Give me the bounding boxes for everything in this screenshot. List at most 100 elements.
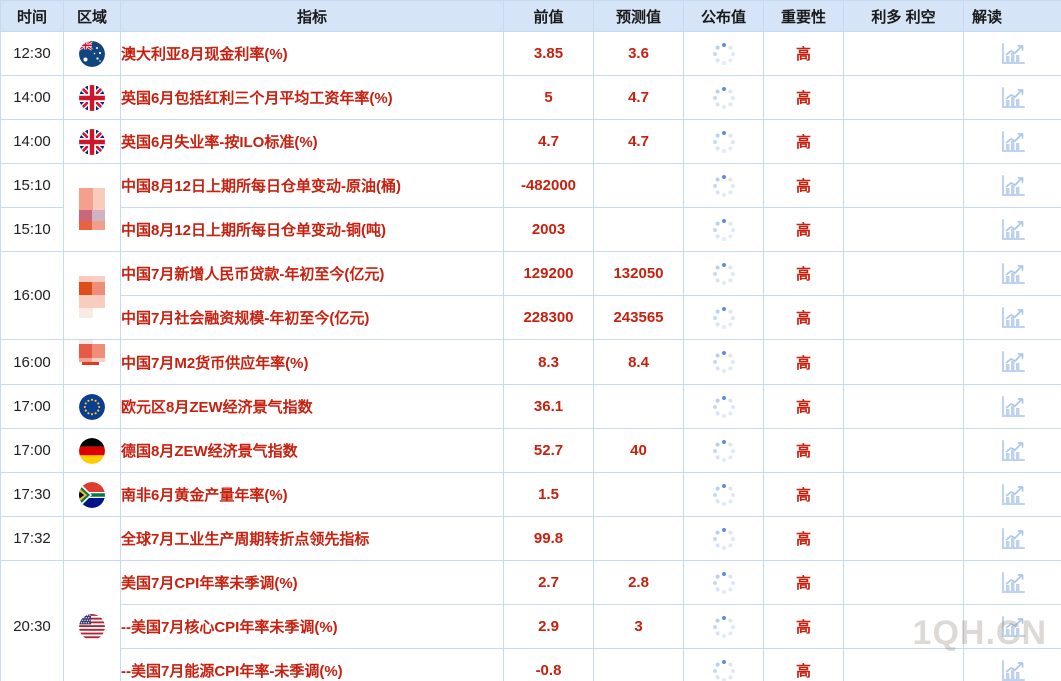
column-header-region[interactable]: 区域 xyxy=(63,0,121,32)
table-row[interactable]: 14:00 英国6月包括红利三个月平均工资年率(%) 5 4.7 高 xyxy=(0,75,1061,120)
cell-previous-value: 3.85 xyxy=(503,31,594,76)
cell-interpretation[interactable] xyxy=(963,472,1061,517)
table-row[interactable]: 17:30 南非6月黄金产量年率(%) 1.5 高 xyxy=(0,472,1061,517)
chart-interpretation-icon[interactable] xyxy=(1000,571,1026,595)
flag-uk-icon xyxy=(79,84,105,111)
column-header-forecast[interactable]: 预测值 xyxy=(593,0,684,32)
column-header-time[interactable]: 时间 xyxy=(0,0,64,32)
cell-interpretation[interactable] xyxy=(963,295,1061,340)
cell-indicator[interactable]: --美国7月能源CPI年率-未季调(%) xyxy=(120,648,504,681)
cell-forecast-value xyxy=(593,648,684,681)
chart-interpretation-icon[interactable] xyxy=(1000,483,1026,507)
cell-indicator[interactable]: 英国6月失业率-按ILO标准(%) xyxy=(120,119,504,164)
cell-region xyxy=(63,560,121,681)
column-header-interpretation[interactable]: 解读 xyxy=(963,0,1061,32)
table-row[interactable]: 17:00 德国8月ZEW经济景气指数 52.7 40 高 xyxy=(0,428,1061,473)
column-header-bull-bear[interactable]: 利多 利空 xyxy=(843,0,964,32)
cell-indicator[interactable]: 英国6月包括红利三个月平均工资年率(%) xyxy=(120,75,504,120)
cell-region xyxy=(63,384,121,429)
cell-bull-bear xyxy=(843,295,964,340)
table-row[interactable]: 14:00 英国6月失业率-按ILO标准(%) 4.7 4.7 高 xyxy=(0,119,1061,164)
chart-interpretation-icon[interactable] xyxy=(1000,86,1026,110)
cell-forecast-value xyxy=(593,207,684,252)
chart-interpretation-icon[interactable] xyxy=(1000,130,1026,154)
header-row: 时间 区域 指标 前值 预测值 公布值 重要性 利多 利空 解读 xyxy=(0,0,1061,32)
chart-interpretation-icon[interactable] xyxy=(1000,306,1026,330)
cell-interpretation[interactable] xyxy=(963,207,1061,252)
cell-interpretation[interactable] xyxy=(963,31,1061,76)
table-row[interactable]: 12:30 澳大利亚8月现金利率(%) 3.85 3.6 高 xyxy=(0,31,1061,76)
cell-forecast-value: 4.7 xyxy=(593,119,684,164)
chart-interpretation-icon[interactable] xyxy=(1000,659,1026,681)
cell-indicator[interactable]: 欧元区8月ZEW经济景气指数 xyxy=(120,384,504,429)
table-row[interactable]: --美国7月能源CPI年率-未季调(%) -0.8 高 xyxy=(1,648,1061,681)
column-header-previous[interactable]: 前值 xyxy=(503,0,594,32)
cell-indicator[interactable]: 澳大利亚8月现金利率(%) xyxy=(120,31,504,76)
table-row[interactable]: 16:00 中国7月新增人民币贷款-年初至今(亿元) 129200 132050 高 xyxy=(0,251,1061,340)
cell-region xyxy=(63,31,121,76)
cell-actual-value xyxy=(683,516,764,561)
cell-importance: 高 xyxy=(763,384,844,429)
cell-region xyxy=(63,75,121,120)
column-header-importance[interactable]: 重要性 xyxy=(763,0,844,32)
cell-interpretation[interactable] xyxy=(963,339,1061,385)
chart-interpretation-icon[interactable] xyxy=(1000,439,1026,463)
table-row[interactable]: 15:10 中国8月12日上期所每日仓单变动-原油(桶) -482000 高 xyxy=(0,163,1061,252)
cell-interpretation[interactable] xyxy=(963,119,1061,164)
cell-forecast-value: 40 xyxy=(593,428,684,473)
table-row[interactable]: 17:32 全球7月工业生产周期转折点领先指标 99.8 高 xyxy=(0,516,1061,561)
chart-interpretation-icon[interactable] xyxy=(1000,174,1026,198)
chart-interpretation-icon[interactable] xyxy=(1000,262,1026,286)
cell-indicator[interactable]: 德国8月ZEW经济景气指数 xyxy=(120,428,504,473)
table-row[interactable]: 16:00 中国7月M2货币供应年率(%) 8.3 8.4 高 xyxy=(0,339,1061,385)
cell-importance: 高 xyxy=(763,119,844,164)
cell-importance: 高 xyxy=(763,31,844,76)
cell-region xyxy=(63,472,121,517)
cell-indicator[interactable]: 全球7月工业生产周期转折点领先指标 xyxy=(120,516,504,561)
table-row[interactable]: 20:30 美国7月CPI年率未季调(%) 2.7 2.8 高 xyxy=(0,560,1061,681)
cell-indicator[interactable]: 中国8月12日上期所每日仓单变动-原油(桶) xyxy=(120,163,504,208)
cell-indicator[interactable]: 中国7月M2货币供应年率(%) xyxy=(120,339,504,385)
chart-interpretation-icon[interactable] xyxy=(1000,527,1026,551)
chart-interpretation-icon[interactable] xyxy=(1000,42,1026,66)
cell-importance: 高 xyxy=(763,295,844,340)
table-row[interactable]: 15:10 中国8月12日上期所每日仓单变动-铜(吨) 2003 高 xyxy=(0,207,1061,252)
cell-forecast-value: 132050 xyxy=(593,251,684,296)
cell-bull-bear xyxy=(843,384,964,429)
cell-interpretation[interactable] xyxy=(963,648,1061,681)
cell-actual-value xyxy=(683,119,764,164)
chart-interpretation-icon[interactable] xyxy=(1000,350,1026,374)
loading-spinner-icon xyxy=(712,130,735,153)
cell-interpretation[interactable] xyxy=(963,384,1061,429)
cell-actual-value xyxy=(683,604,764,649)
column-header-actual[interactable]: 公布值 xyxy=(683,0,764,32)
loading-spinner-icon xyxy=(712,351,735,373)
cell-indicator[interactable]: 中国7月社会融资规模-年初至今(亿元) xyxy=(120,295,504,340)
cell-actual-value xyxy=(683,163,764,208)
table-row[interactable]: 中国7月社会融资规模-年初至今(亿元) 228300 243565 高 xyxy=(1,295,1061,340)
column-header-indicator[interactable]: 指标 xyxy=(120,0,504,32)
chart-interpretation-icon[interactable] xyxy=(1000,218,1026,242)
cell-indicator[interactable]: 南非6月黄金产量年率(%) xyxy=(120,472,504,517)
chart-interpretation-icon[interactable] xyxy=(1000,615,1026,639)
cell-interpretation[interactable] xyxy=(963,560,1061,605)
flag-south-africa-icon xyxy=(79,481,105,508)
cell-indicator[interactable]: 中国7月新增人民币贷款-年初至今(亿元) xyxy=(120,251,504,296)
cell-interpretation[interactable] xyxy=(963,428,1061,473)
cell-time: 15:10 xyxy=(0,207,64,252)
chart-interpretation-icon[interactable] xyxy=(1000,395,1026,419)
cell-interpretation[interactable] xyxy=(963,251,1061,296)
cell-time: 14:00 xyxy=(0,75,64,120)
cell-indicator[interactable]: 中国8月12日上期所每日仓单变动-铜(吨) xyxy=(120,207,504,252)
cell-interpretation[interactable] xyxy=(963,75,1061,120)
table-row[interactable]: 17:00 欧元区8月ZEW经济景气指数 36.1 高 xyxy=(0,384,1061,429)
cell-indicator[interactable]: --美国7月核心CPI年率未季调(%) xyxy=(120,604,504,649)
cell-interpretation[interactable] xyxy=(963,163,1061,208)
loading-spinner-icon xyxy=(712,395,735,418)
cell-interpretation[interactable] xyxy=(963,604,1061,649)
cell-previous-value: 2.9 xyxy=(503,604,594,649)
cell-interpretation[interactable] xyxy=(963,516,1061,561)
cell-indicator[interactable]: 美国7月CPI年率未季调(%) xyxy=(120,560,504,605)
table-row[interactable]: --美国7月核心CPI年率未季调(%) 2.9 3 高 xyxy=(1,604,1061,649)
